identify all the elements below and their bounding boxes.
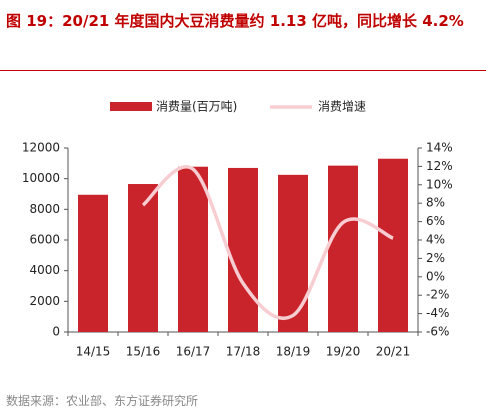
y2-tick-label: -4%	[426, 306, 449, 320]
y2-tick-label: -2%	[426, 288, 449, 302]
bar	[378, 158, 408, 332]
x-tick-label: 15/16	[126, 345, 161, 359]
x-tick-label: 14/15	[76, 345, 111, 359]
y2-tick-label: 10%	[426, 177, 453, 191]
x-tick-label: 17/18	[226, 345, 261, 359]
y2-tick-label: -6%	[426, 325, 449, 339]
legend-swatch	[110, 102, 152, 111]
y2-tick-label: 12%	[426, 159, 453, 173]
y-tick-label: 8000	[29, 202, 60, 216]
y2-tick-label: 8%	[426, 196, 445, 210]
y-tick-label: 6000	[29, 233, 60, 247]
chart-title: 图 19：20/21 年度国内大豆消费量约 1.13 亿吨，同比增长 4.2%	[6, 12, 464, 30]
y2-tick-label: 14%	[426, 141, 453, 155]
x-tick-label: 20/21	[376, 345, 411, 359]
growth-line	[141, 165, 394, 321]
y-tick-label: 12000	[22, 141, 60, 155]
y2-tick-label: 6%	[426, 214, 445, 228]
y2-tick-label: 0%	[426, 269, 445, 283]
bar	[328, 165, 358, 332]
y-tick-label: 2000	[29, 294, 60, 308]
bar	[178, 166, 208, 332]
y-tick-label: 10000	[22, 171, 60, 185]
x-tick-label: 19/20	[326, 345, 361, 359]
bar	[278, 174, 308, 332]
y-tick-label: 4000	[29, 263, 60, 277]
y2-tick-label: 4%	[426, 233, 445, 247]
bar	[228, 167, 258, 332]
title-rule	[0, 70, 486, 71]
x-tick-label: 18/19	[276, 345, 311, 359]
x-tick-label: 16/17	[176, 345, 211, 359]
y-tick-label: 0	[52, 325, 60, 339]
bar	[78, 194, 108, 332]
y2-tick-label: 2%	[426, 251, 445, 265]
source-note: 数据来源：农业部、东方证券研究所	[6, 394, 199, 408]
bar	[128, 184, 158, 332]
legend-label: 消费增速	[318, 100, 366, 114]
legend-label: 消费量(百万吨)	[156, 100, 237, 114]
